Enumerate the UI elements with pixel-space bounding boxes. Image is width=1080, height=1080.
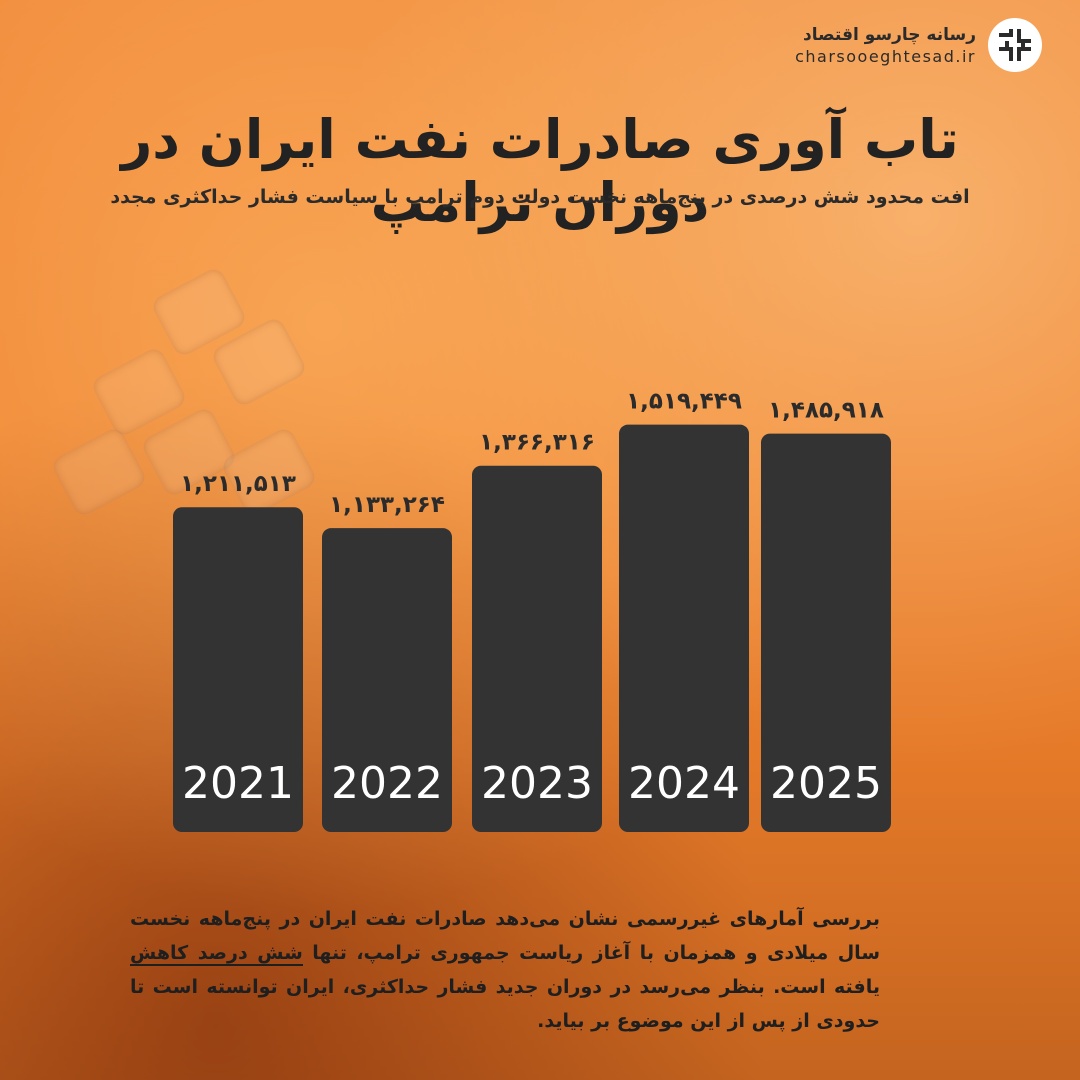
brand-name: رسانه چارسو اقتصاد (803, 24, 976, 45)
bar-2024 (619, 424, 749, 832)
bar-category-label: 2022 (331, 758, 443, 809)
brand-text: رسانه چارسو اقتصاد charsooeghtesad.ir (795, 25, 976, 66)
bar-category-label: 2024 (628, 758, 740, 809)
chart-title: تاب آوری صادرات نفت ایران در دوران ترامپ (121, 108, 959, 234)
bar-value-label: ۱,۵۱۹,۴۴۹ (626, 389, 742, 415)
bar-category-label: 2021 (182, 758, 294, 809)
bar-value-label: ۱,۱۳۳,۲۶۴ (329, 492, 445, 518)
bar-value-label: ۱,۲۱۱,۵۱۳ (180, 471, 296, 497)
bar-2023 (472, 465, 602, 832)
description-highlight: شش درصد کاهش (130, 942, 303, 966)
chart-subtitle: افت محدود شش درصدی در پنج‌ماهه نخست دولت… (110, 186, 970, 208)
bar-value-label: ۱,۴۸۵,۹۱۸ (768, 398, 884, 424)
description-text: بررسی آمارهای غیررسمی نشان می‌دهد صادرات… (130, 908, 881, 964)
bar-2021 (173, 507, 303, 832)
bar-2025 (761, 433, 891, 832)
bar-2022 (322, 528, 452, 832)
brand-logo-icon (988, 18, 1042, 72)
bar-category-label: 2025 (770, 758, 882, 809)
brand-logo: رسانه چارسو اقتصاد charsooeghtesad.ir (795, 18, 1042, 72)
bar-value-label: ۱,۳۶۶,۳۱۶ (479, 430, 595, 456)
description-paragraph: بررسی آمارهای غیررسمی نشان می‌دهد صادرات… (130, 902, 880, 1038)
description-text-end: یافته است. بنظر می‌رسد در دوران جدید فشا… (130, 976, 880, 1032)
brand-url: charsooeghtesad.ir (795, 46, 976, 66)
bar-category-label: 2023 (481, 758, 593, 809)
